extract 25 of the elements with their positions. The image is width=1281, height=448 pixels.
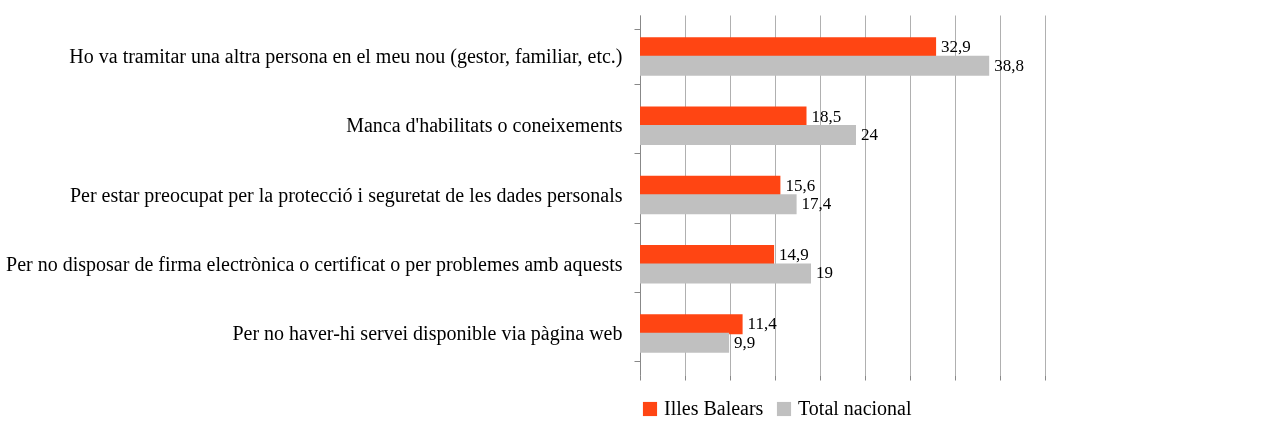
data-label: 24 <box>861 125 879 144</box>
legend-label: Total nacional <box>798 397 912 419</box>
bar <box>640 55 990 76</box>
bar <box>640 125 856 145</box>
y-tick-label: Per no haver-hi servei disponible via pàgina web <box>232 321 623 345</box>
y-tick-label: Ho va tramitar una altra persona en el meu nou (gestor, familiar, etc.) <box>69 45 623 69</box>
y-tick-label: Per no disposar de firma electrònica o certificat o per problemes amb aquests <box>6 252 623 276</box>
legend-label: Illes Balears <box>664 397 764 419</box>
data-label: 9,9 <box>734 332 756 352</box>
bar <box>640 106 807 127</box>
data-label: 18,5 <box>811 106 842 126</box>
data-label: 11,4 <box>747 314 778 334</box>
data-label: 17,4 <box>801 194 832 214</box>
bar <box>640 37 937 58</box>
data-label: 14,9 <box>779 245 809 264</box>
bar <box>640 314 743 335</box>
y-tick-label: Per estar preocupat per la protecció i seguretat de les dades personals <box>69 183 623 207</box>
bar <box>640 263 811 284</box>
y-tick-label: Manca d'habilitats o coneixements <box>346 114 623 137</box>
data-label: 19 <box>816 263 833 283</box>
data-label: 38,8 <box>994 55 1024 75</box>
bar <box>640 194 797 215</box>
data-label: 32,9 <box>941 37 971 57</box>
bar <box>640 332 730 353</box>
data-label: 15,6 <box>785 175 816 195</box>
